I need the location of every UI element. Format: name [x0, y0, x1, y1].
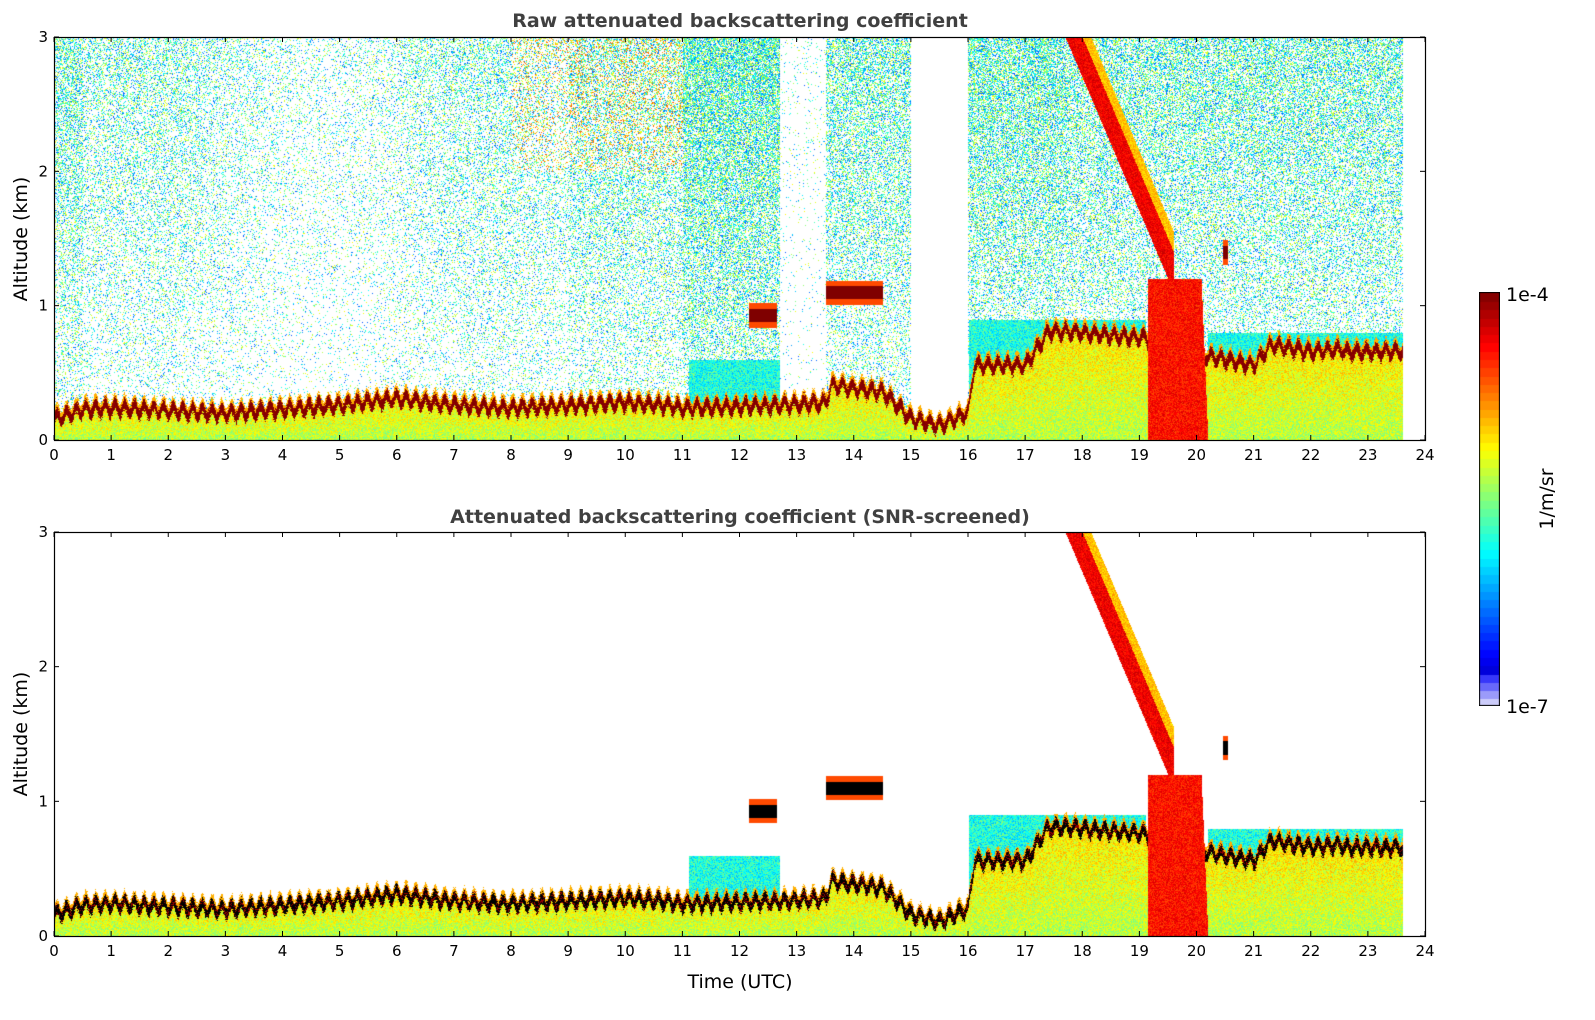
x-tick-label: 20: [1187, 942, 1206, 960]
x-tick-label: 6: [392, 446, 402, 464]
y-tick-label: 2: [38, 658, 48, 676]
y-tick-label: 3: [38, 28, 48, 46]
x-tick-label: 10: [616, 446, 635, 464]
x-tick-label: 2: [163, 446, 173, 464]
x-tick-label: 11: [673, 446, 692, 464]
colorbar: [1479, 292, 1500, 706]
x-tick-label: 24: [1415, 446, 1434, 464]
x-tick-label: 4: [278, 942, 288, 960]
x-tick-label: 22: [1301, 446, 1320, 464]
x-tick-label: 5: [335, 446, 345, 464]
bottom-y-axis-label: Altitude (km): [10, 672, 32, 797]
x-tick-label: 15: [901, 942, 920, 960]
x-tick-label: 23: [1358, 446, 1377, 464]
colorbar-max-label: 1e-4: [1506, 284, 1549, 306]
x-tick-label: 8: [506, 446, 516, 464]
x-tick-label: 23: [1358, 942, 1377, 960]
x-tick-label: 19: [1130, 446, 1149, 464]
x-tick-label: 1: [106, 446, 116, 464]
x-tick-label: 15: [901, 446, 920, 464]
x-tick-label: 24: [1415, 942, 1434, 960]
x-tick-label: 13: [787, 446, 806, 464]
x-tick-label: 6: [392, 942, 402, 960]
y-tick-label: 1: [38, 792, 48, 810]
x-tick-label: 7: [449, 942, 459, 960]
top-chart-title: Raw attenuated backscattering coefficien…: [512, 10, 968, 32]
x-tick-label: 20: [1187, 446, 1206, 464]
x-tick-label: 12: [730, 942, 749, 960]
x-tick-label: 11: [673, 942, 692, 960]
x-tick-label: 4: [278, 446, 288, 464]
x-tick-label: 10: [616, 942, 635, 960]
colorbar-label: 1/m/sr: [1536, 468, 1558, 529]
x-tick-label: 22: [1301, 942, 1320, 960]
x-tick-label: 17: [1016, 446, 1035, 464]
x-tick-label: 1: [106, 942, 116, 960]
x-tick-label: 3: [221, 446, 231, 464]
x-tick-label: 18: [1073, 942, 1092, 960]
x-tick-label: 14: [844, 942, 863, 960]
x-tick-label: 18: [1073, 446, 1092, 464]
x-tick-label: 7: [449, 446, 459, 464]
y-tick-label: 3: [38, 523, 48, 541]
x-tick-label: 16: [958, 942, 977, 960]
x-tick-label: 2: [163, 942, 173, 960]
y-tick-label: 2: [38, 162, 48, 180]
plot-frame: [53, 531, 1427, 938]
x-tick-label: 16: [958, 446, 977, 464]
x-tick-label: 3: [221, 942, 231, 960]
x-tick-label: 14: [844, 446, 863, 464]
y-tick-label: 0: [38, 431, 48, 449]
bottom-chart-title: Attenuated backscattering coefficient (S…: [450, 506, 1030, 528]
x-tick-label: 13: [787, 942, 806, 960]
x-tick-label: 9: [563, 446, 573, 464]
top-y-axis-label: Altitude (km): [10, 177, 32, 302]
x-tick-label: 21: [1244, 446, 1263, 464]
plot-frame: [53, 36, 1427, 442]
x-tick-label: 17: [1016, 942, 1035, 960]
x-tick-label: 5: [335, 942, 345, 960]
x-tick-label: 12: [730, 446, 749, 464]
x-tick-label: 9: [563, 942, 573, 960]
x-tick-label: 0: [49, 942, 59, 960]
screened-backscatter-heatmap: [54, 532, 1425, 936]
colorbar-min-label: 1e-7: [1506, 696, 1549, 718]
x-axis-label: Time (UTC): [686, 971, 792, 993]
raw-backscatter-heatmap: [54, 37, 1425, 440]
y-tick-label: 0: [38, 927, 48, 945]
x-tick-label: 0: [49, 446, 59, 464]
y-tick-label: 1: [38, 297, 48, 315]
x-tick-label: 8: [506, 942, 516, 960]
x-tick-label: 19: [1130, 942, 1149, 960]
x-tick-label: 21: [1244, 942, 1263, 960]
